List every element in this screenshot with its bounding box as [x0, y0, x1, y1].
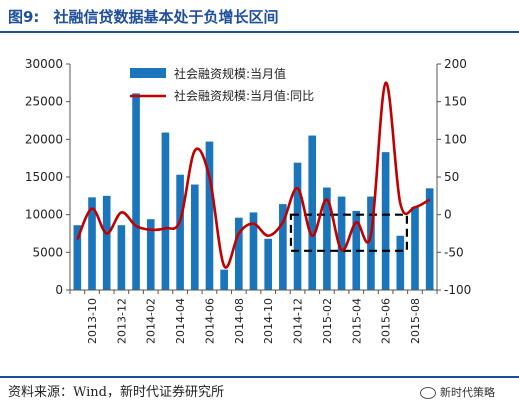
x-tick-label: 2014-08 [233, 298, 246, 344]
x-tick-label: 2015-06 [380, 298, 393, 344]
right-tick-label: 150 [444, 95, 467, 109]
bar [264, 238, 272, 290]
source-note: 资料来源：Wind，新时代证券研究所 [8, 385, 224, 400]
figure-title: 图9: 社融信贷数据基本处于负增长区间 [8, 6, 278, 27]
bar [381, 152, 390, 290]
chart: 0 5000 10000 15000 20000 25000 30000 -100 -50 0 50… [25, 57, 471, 344]
brand-text: 新时代策略 [440, 386, 495, 399]
bar [337, 196, 346, 290]
bar [132, 93, 140, 290]
bar [396, 235, 405, 290]
bar [176, 174, 184, 290]
x-tick-label: 2014-10 [262, 298, 275, 344]
legend-bar-swatch [130, 68, 166, 78]
right-tick-label: 100 [444, 132, 467, 146]
footer-rule [0, 376, 519, 378]
legend-bar-label: 社会融资规模:当月值 [174, 66, 286, 81]
figure-title-text: 社融信贷数据基本处于负增长区间 [53, 8, 279, 26]
bar [411, 207, 419, 290]
bar-series [73, 93, 434, 290]
bar [117, 225, 126, 290]
left-tick-label: 0 [55, 283, 63, 297]
bar [146, 219, 155, 290]
wechat-icon [420, 387, 436, 399]
left-tick-label: 5000 [32, 245, 63, 259]
bar [190, 184, 199, 290]
x-tick-label: 2013-12 [115, 298, 128, 344]
x-tick-label: 2014-04 [174, 298, 187, 344]
left-tick-label: 25000 [25, 95, 63, 109]
bar [235, 217, 243, 290]
line-series [76, 81, 431, 269]
right-tick-label: -100 [444, 283, 471, 297]
right-tick-label: 50 [444, 170, 459, 184]
x-tick-label: 2015-08 [409, 298, 422, 344]
bar [102, 195, 111, 290]
x-tick-label: 2014-02 [145, 298, 158, 344]
x-tick-label: 2015-02 [321, 298, 334, 344]
left-tick-label: 30000 [25, 57, 63, 71]
right-tick-label: 200 [444, 57, 467, 71]
left-tick-label: 15000 [25, 170, 63, 184]
figure-number: 图9: [8, 8, 40, 26]
bar [279, 204, 287, 290]
legend-line-label: 社会融资规模:当月值:同比 [174, 88, 314, 103]
bar [161, 132, 170, 290]
bar [249, 212, 258, 290]
bar [293, 162, 302, 290]
annotation-box [289, 213, 409, 252]
yoy-line [76, 81, 431, 269]
bar [88, 197, 96, 290]
bar [73, 225, 82, 290]
x-tick-label: 2015-04 [350, 298, 363, 344]
x-tick-label: 2014-06 [203, 298, 216, 344]
x-tick-label: 2014-12 [292, 298, 305, 344]
dashed-highlight-box [289, 213, 409, 252]
left-tick-label: 10000 [25, 208, 63, 222]
x-tick-label: 2013-10 [86, 298, 99, 344]
bar [323, 187, 331, 290]
left-tick-label: 20000 [25, 132, 63, 146]
bar [367, 196, 375, 290]
bar [220, 269, 228, 290]
bar [205, 141, 214, 290]
bar [308, 135, 317, 290]
right-tick-label: -50 [444, 245, 464, 259]
title-rule [0, 31, 519, 33]
right-tick-label: 0 [444, 208, 452, 222]
axes: 0 5000 10000 15000 20000 25000 30000 -100 -50 0 50… [25, 57, 471, 344]
bar [425, 188, 434, 290]
brand-watermark: 新时代策略 [420, 384, 495, 400]
